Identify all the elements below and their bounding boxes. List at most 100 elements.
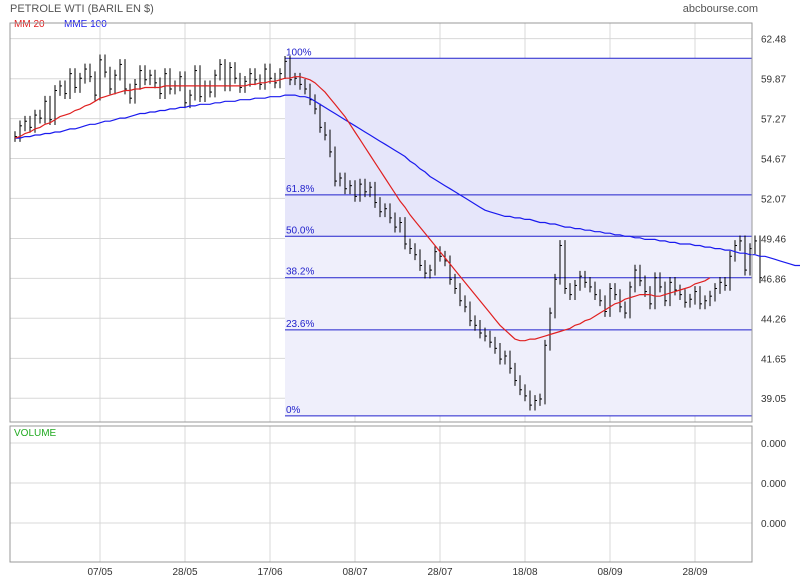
price-bar xyxy=(194,65,197,101)
price-bar xyxy=(559,240,562,285)
price-bar xyxy=(359,178,362,202)
price-bar xyxy=(689,293,692,308)
price-bar xyxy=(254,68,257,86)
price-bar xyxy=(384,203,387,218)
price-bar xyxy=(509,350,512,374)
price-bar xyxy=(664,281,667,307)
price-bar xyxy=(409,238,412,254)
y-tick-label: 46.86 xyxy=(761,274,786,285)
price-bar xyxy=(454,273,457,294)
price-bar xyxy=(314,94,317,115)
price-bar xyxy=(479,319,482,339)
price-bar xyxy=(59,80,62,96)
price-bar xyxy=(94,71,97,101)
price-bar xyxy=(334,146,337,187)
price-bar xyxy=(214,69,217,98)
price-bar xyxy=(294,72,297,86)
y-tick-label: 59.87 xyxy=(761,75,786,86)
price-bar xyxy=(589,276,592,293)
x-tick-label: 07/05 xyxy=(87,567,112,578)
price-bar xyxy=(249,68,252,87)
price-bar xyxy=(449,255,452,285)
price-bar xyxy=(364,178,367,198)
price-bar xyxy=(659,272,662,293)
price-bar xyxy=(634,264,637,293)
price-bar xyxy=(599,289,602,307)
price-bar xyxy=(209,80,212,98)
price-bar xyxy=(534,395,537,411)
price-bar xyxy=(519,375,522,396)
price-bars xyxy=(14,54,762,411)
price-bar xyxy=(379,197,382,218)
price-bar xyxy=(644,275,647,297)
price-bar xyxy=(594,281,597,300)
price-bar xyxy=(349,180,352,195)
price-bar xyxy=(679,284,682,300)
price-bar xyxy=(49,95,52,126)
price-bar xyxy=(284,55,287,80)
price-bar xyxy=(439,246,442,262)
price-bar xyxy=(189,89,192,109)
price-bar xyxy=(149,69,152,86)
price-bar xyxy=(654,272,657,310)
price-bar xyxy=(109,66,112,95)
price-bar xyxy=(179,71,182,92)
price-bar xyxy=(684,289,687,308)
x-tick-label: 28/05 xyxy=(172,567,197,578)
price-bar xyxy=(459,283,462,307)
volume-tick-label: 0.000 xyxy=(761,519,786,530)
price-bar xyxy=(164,68,167,99)
x-tick-label: 28/07 xyxy=(427,567,452,578)
price-bar xyxy=(524,384,527,402)
price-bar xyxy=(694,286,697,305)
price-bar xyxy=(669,276,672,307)
price-bar xyxy=(129,83,132,104)
price-bar xyxy=(674,276,677,296)
price-bar xyxy=(699,286,702,310)
price-bar xyxy=(174,80,177,95)
price-bar xyxy=(564,240,567,294)
fib-zone-lower xyxy=(285,236,752,416)
price-bar xyxy=(549,307,552,351)
price-bar xyxy=(279,68,282,89)
fib-level-label: 100% xyxy=(286,47,312,58)
price-bar xyxy=(139,65,142,90)
fib-level-label: 38.2% xyxy=(286,267,314,278)
price-bar xyxy=(244,75,247,93)
price-bar xyxy=(204,80,207,103)
price-bar xyxy=(39,109,42,124)
y-tick-label: 44.26 xyxy=(761,314,786,325)
price-bar xyxy=(119,59,122,81)
price-panel-frame xyxy=(9,22,753,423)
fib-level-label: 50.0% xyxy=(286,225,314,236)
price-bar xyxy=(494,336,497,354)
price-bar xyxy=(54,85,57,126)
price-bar xyxy=(299,72,302,90)
legend-ema100: MME 100 xyxy=(64,19,107,30)
price-bar xyxy=(429,264,432,279)
y-tick-label: 39.05 xyxy=(761,394,786,405)
price-bar xyxy=(719,276,722,294)
price-bar xyxy=(624,301,627,319)
price-bar xyxy=(704,295,707,310)
volume-panel-label: VOLUME xyxy=(14,428,57,439)
price-bar xyxy=(569,283,572,300)
chart-title: PETROLE WTI (BARIL EN $) xyxy=(10,3,154,15)
price-bar xyxy=(234,62,237,84)
price-bar xyxy=(259,74,262,90)
price-bar xyxy=(649,286,652,310)
source-watermark: abcbourse.com xyxy=(682,3,758,15)
price-bar xyxy=(19,120,22,142)
price-bar xyxy=(734,240,737,262)
ma20-line xyxy=(14,76,711,342)
price-bar xyxy=(414,243,417,261)
price-bar xyxy=(169,68,172,95)
price-bar xyxy=(639,264,642,287)
price-bar xyxy=(709,290,712,307)
y-tick-label: 62.48 xyxy=(761,35,786,46)
price-bar xyxy=(434,246,437,276)
price-bar xyxy=(89,63,92,83)
price-bar xyxy=(354,180,357,202)
price-bar xyxy=(419,249,422,271)
